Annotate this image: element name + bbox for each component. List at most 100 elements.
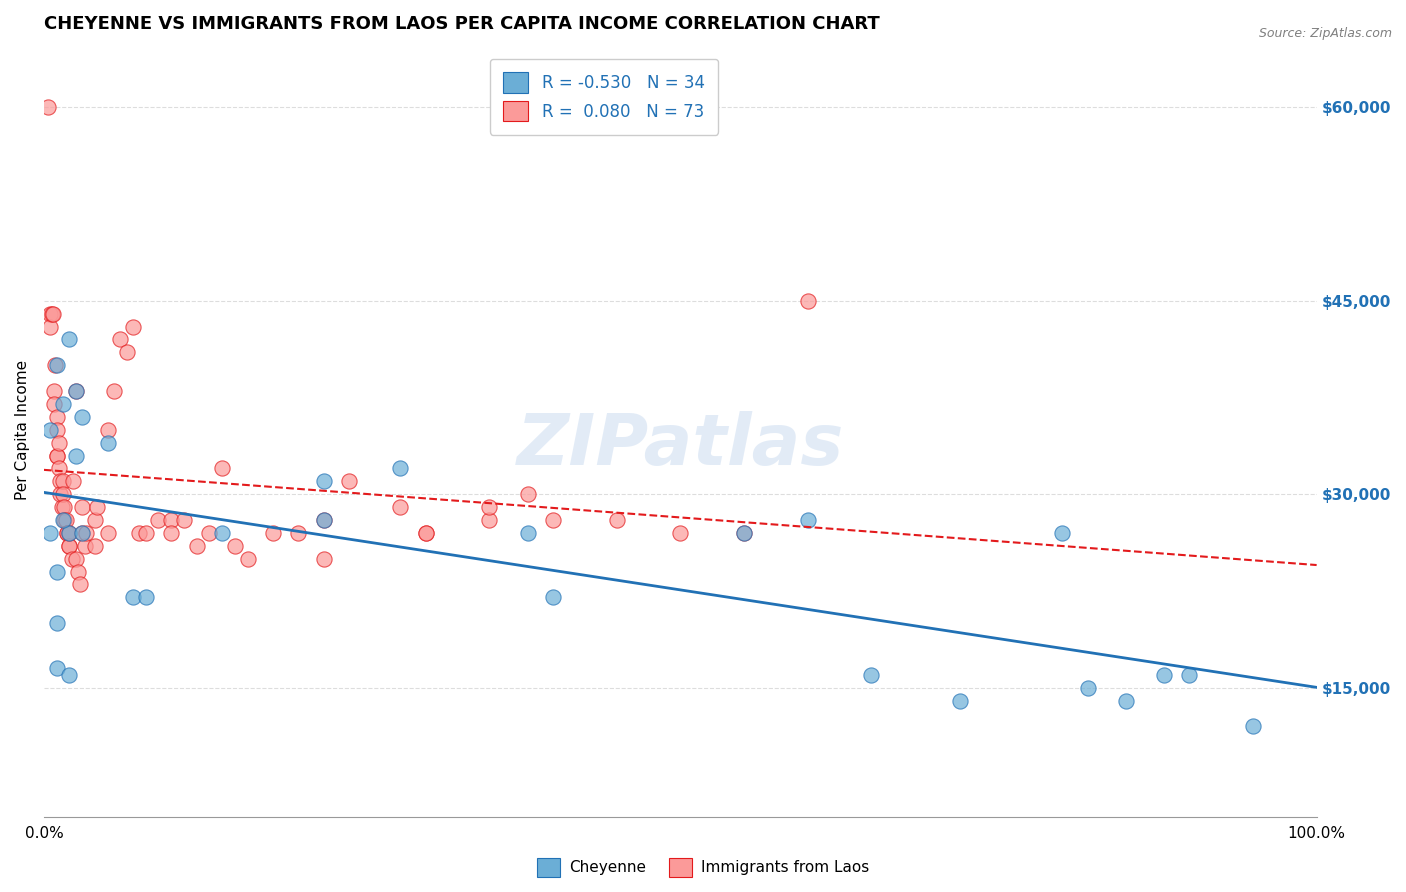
Point	[541, 591, 564, 605]
Point	[1153, 667, 1175, 681]
Point	[62, 475, 84, 489]
Point	[48, 435, 70, 450]
Point	[39, 319, 62, 334]
Point	[58, 539, 80, 553]
Point	[52, 475, 75, 489]
Point	[45, 661, 67, 675]
Point	[48, 461, 70, 475]
Point	[103, 384, 125, 398]
Point	[312, 513, 335, 527]
Point	[96, 525, 118, 540]
Point	[389, 500, 412, 515]
Point	[45, 423, 67, 437]
Point	[86, 500, 108, 515]
Point	[75, 525, 97, 540]
Point	[58, 525, 80, 540]
Point	[312, 551, 335, 566]
Point	[110, 333, 132, 347]
Point	[541, 513, 564, 527]
Point	[55, 513, 77, 527]
Point	[42, 307, 65, 321]
Point	[606, 513, 628, 527]
Point	[211, 525, 233, 540]
Point	[211, 461, 233, 475]
Point	[65, 384, 87, 398]
Point	[49, 487, 72, 501]
Point	[70, 500, 93, 515]
Point	[42, 397, 65, 411]
Point	[44, 358, 66, 372]
Point	[58, 333, 80, 347]
Point	[65, 551, 87, 566]
Point	[415, 525, 437, 540]
Point	[45, 409, 67, 424]
Point	[160, 513, 183, 527]
Point	[96, 435, 118, 450]
Point	[262, 525, 284, 540]
Point	[69, 577, 91, 591]
Point	[287, 525, 309, 540]
Point	[198, 525, 221, 540]
Point	[41, 307, 63, 321]
Point	[733, 525, 755, 540]
Point	[73, 539, 96, 553]
Point	[52, 397, 75, 411]
Point	[1241, 719, 1264, 733]
Point	[45, 565, 67, 579]
Text: ZIPatlas: ZIPatlas	[516, 410, 844, 480]
Legend: R = -0.530   N = 34, R =  0.080   N = 73: R = -0.530 N = 34, R = 0.080 N = 73	[489, 59, 718, 135]
Text: Source: ZipAtlas.com: Source: ZipAtlas.com	[1258, 27, 1392, 40]
Point	[135, 525, 157, 540]
Point	[58, 525, 80, 540]
Point	[516, 487, 538, 501]
Point	[56, 525, 79, 540]
Point	[45, 449, 67, 463]
Point	[224, 539, 246, 553]
Point	[60, 551, 83, 566]
Point	[236, 551, 259, 566]
Point	[70, 525, 93, 540]
Point	[389, 461, 412, 475]
Legend: Cheyenne, Immigrants from Laos: Cheyenne, Immigrants from Laos	[529, 850, 877, 884]
Point	[53, 513, 76, 527]
Point	[186, 539, 208, 553]
Point	[70, 409, 93, 424]
Point	[160, 525, 183, 540]
Point	[70, 525, 93, 540]
Point	[1050, 525, 1073, 540]
Point	[312, 475, 335, 489]
Y-axis label: Per Capita Income: Per Capita Income	[15, 359, 30, 500]
Point	[148, 513, 170, 527]
Point	[39, 525, 62, 540]
Point	[45, 358, 67, 372]
Point	[45, 449, 67, 463]
Point	[65, 384, 87, 398]
Point	[1178, 667, 1201, 681]
Point	[39, 423, 62, 437]
Point	[52, 487, 75, 501]
Point	[122, 319, 145, 334]
Point	[312, 513, 335, 527]
Point	[53, 500, 76, 515]
Point	[65, 449, 87, 463]
Point	[42, 384, 65, 398]
Point	[1077, 681, 1099, 695]
Point	[37, 100, 59, 114]
Point	[478, 513, 501, 527]
Point	[516, 525, 538, 540]
Point	[1115, 693, 1137, 707]
Point	[39, 307, 62, 321]
Point	[949, 693, 972, 707]
Point	[96, 423, 118, 437]
Point	[669, 525, 692, 540]
Point	[122, 591, 145, 605]
Point	[52, 513, 75, 527]
Text: CHEYENNE VS IMMIGRANTS FROM LAOS PER CAPITA INCOME CORRELATION CHART: CHEYENNE VS IMMIGRANTS FROM LAOS PER CAP…	[44, 15, 880, 33]
Point	[58, 539, 80, 553]
Point	[51, 500, 73, 515]
Point	[128, 525, 150, 540]
Point	[337, 475, 360, 489]
Point	[135, 591, 157, 605]
Point	[83, 513, 105, 527]
Point	[83, 539, 105, 553]
